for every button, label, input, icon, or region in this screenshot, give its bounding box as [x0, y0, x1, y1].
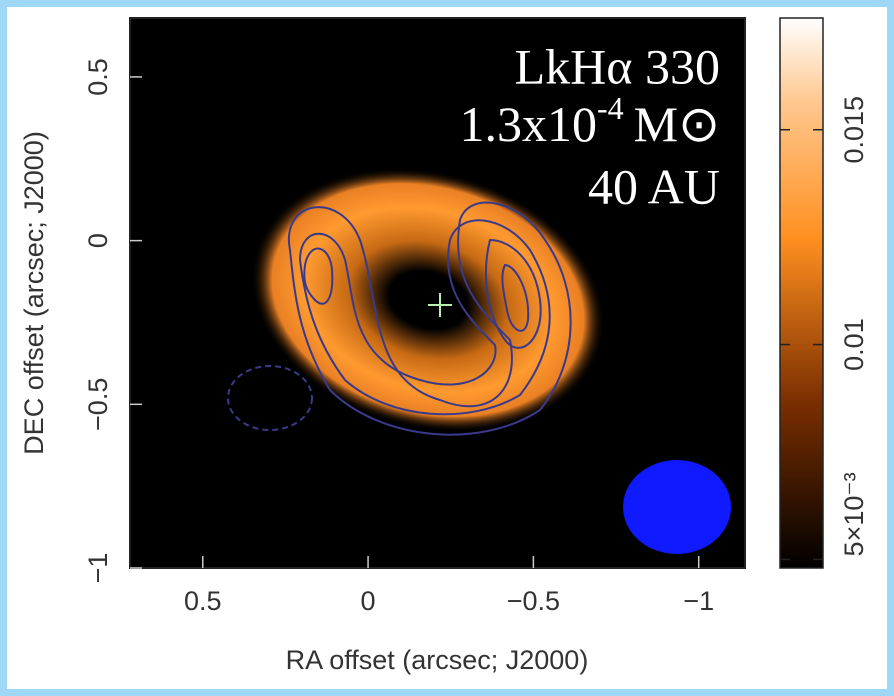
disk-emission: [251, 167, 605, 433]
beam: [623, 460, 731, 554]
mass-base: 1.3x10: [459, 96, 597, 152]
x-tick-label: −1: [683, 586, 714, 616]
disk-radius: 40 AU: [588, 158, 720, 214]
mass-exponent: -4: [597, 90, 624, 126]
colorbar-tick-label: 0.01: [839, 318, 869, 371]
contours: [227, 201, 572, 436]
y-tick-label: −0.5: [83, 378, 113, 431]
y-tick-label: 0: [83, 233, 113, 248]
x-axis-label: RA offset (arcsec; J2000): [286, 645, 589, 675]
x-tick-label: 0: [361, 586, 376, 616]
y-tick-label: −1: [83, 553, 113, 584]
source-name: LkHα 330: [515, 38, 720, 94]
colorbar-tick-label: 5×10⁻³: [839, 472, 869, 556]
mass-unit: M⊙: [634, 96, 720, 152]
colorbar-tick-label: 0.015: [839, 96, 869, 164]
center-cross: [428, 293, 452, 317]
x-tick-label: −0.5: [507, 586, 560, 616]
y-tick-label: 0.5: [83, 58, 113, 96]
y-axis-label: DEC offset (arcsec; J2000): [19, 131, 49, 455]
colorbar: [779, 17, 824, 569]
chart: LkHα 330 1.3x10-4 M⊙ 40 AU RA offset (arc…: [19, 17, 869, 675]
plot-frame: [129, 17, 746, 569]
x-tick-label: 0.5: [184, 586, 222, 616]
disk-mass: 1.3x10-4 M⊙: [459, 90, 720, 152]
